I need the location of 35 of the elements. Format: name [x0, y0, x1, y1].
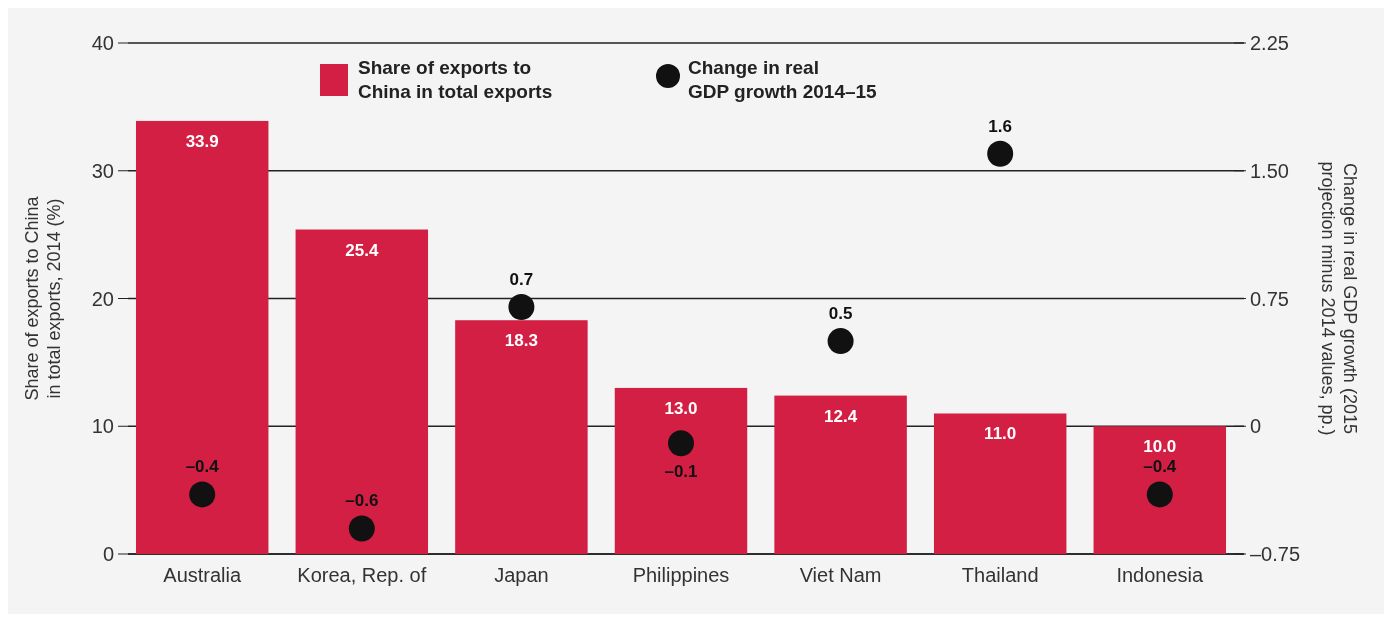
legend-label: Change in real GDP growth 2014–15	[688, 57, 878, 102]
data-label: 25.4	[345, 240, 379, 260]
x-tick-label: Japan	[494, 564, 549, 586]
y-tick-label: 20	[91, 287, 114, 310]
x-tick-label: Viet Nam	[799, 564, 882, 586]
data-label: 10.0	[1143, 437, 1177, 457]
data-label: 0.5	[828, 304, 853, 324]
y2-tick-label: 0.75	[1250, 287, 1289, 310]
y-tick-label: 40	[91, 32, 114, 54]
data-label: 0.7	[509, 270, 534, 290]
data-label: –0.4	[185, 457, 220, 477]
x-tick-label: Philippines	[632, 564, 730, 586]
x-tick-label: Indonesia	[1116, 564, 1205, 586]
x-tick-label: Australia	[163, 564, 242, 586]
y2-tick-label: 1.50	[1250, 159, 1289, 182]
y2-axis-title: Change in real GDP growth (2015 projection minus 2014 values, pp.)	[1318, 161, 1360, 436]
y2-tick-label: 2.25	[1250, 32, 1289, 54]
data-label: 1.6	[988, 116, 1013, 136]
x-tick-label: Thailand	[961, 564, 1039, 586]
data-label: 18.3	[504, 331, 538, 351]
data-label: 12.4	[824, 406, 858, 426]
y-tick-label: 0	[102, 543, 114, 565]
data-label: –0.4	[1143, 457, 1177, 477]
y2-tick-label: –0.75	[1250, 543, 1301, 565]
x-tick-label: Korea, Rep. of	[297, 564, 427, 586]
data-label: –0.6	[345, 491, 379, 511]
y2-tick-label: 0	[1250, 415, 1262, 438]
data-label: –0.1	[664, 462, 698, 482]
legend-label: Share of exports to China in total exports	[358, 57, 553, 102]
y-axis-title: Share of exports to China in total exports, 2014 (%)	[22, 195, 64, 401]
y-tick-label: 30	[91, 159, 114, 182]
data-label: 11.0	[984, 424, 1017, 444]
data-label: 13.0	[664, 398, 698, 418]
data-label: 33.9	[185, 131, 219, 151]
y-tick-label: 10	[91, 415, 114, 438]
